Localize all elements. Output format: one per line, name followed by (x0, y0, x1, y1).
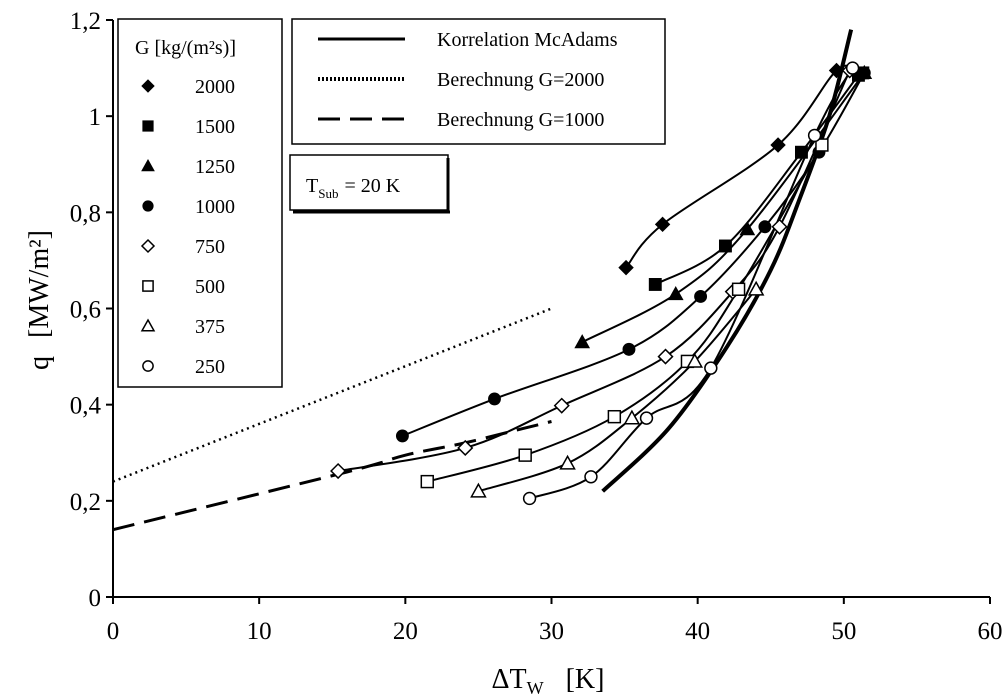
legend-marker-1500 (142, 120, 154, 132)
x-axis-label: ΔT (492, 664, 527, 695)
legend-label-500: 500 (195, 276, 225, 298)
marker-1500 (718, 239, 732, 253)
marker-1000 (488, 392, 501, 406)
line-dotted (112, 307, 552, 483)
legend-marker-500 (142, 280, 154, 292)
marker-375 (470, 482, 487, 498)
y-tick-label: 0,2 (70, 489, 101, 516)
legend-marker-2000 (141, 79, 155, 93)
x-tick-label: 20 (393, 618, 418, 645)
legend-marker-1000 (142, 200, 154, 212)
x-ticks: 0 10 20 30 40 50 60 (107, 597, 1003, 645)
x-tick-label: 50 (831, 618, 856, 645)
legend-label-1250: 1250 (195, 156, 235, 178)
marker-2000 (770, 137, 786, 153)
y-ticks: 0 0,2 0,4 0,6 0,8 1 1,2 (70, 8, 113, 612)
legend-line-label: Berechnung G=2000 (437, 69, 604, 91)
marker-250 (704, 361, 718, 375)
legend-label-750: 750 (195, 236, 225, 258)
tsub-annotation: TSub = 20 K (289, 154, 450, 214)
marker-375 (686, 352, 704, 368)
marker-1000 (857, 66, 871, 80)
marker-750 (771, 218, 788, 235)
marker-2000 (618, 259, 634, 276)
x-tick-label: 0 (107, 618, 120, 645)
legend-line-label: Korrelation McAdams (437, 29, 618, 51)
plot-markers (330, 61, 873, 506)
y-axis-label: q (24, 356, 55, 370)
marker-250 (807, 128, 822, 143)
marker-500 (607, 409, 622, 424)
tsub-prefix: T (306, 175, 318, 197)
marker-375 (747, 280, 765, 296)
marker-250 (845, 61, 860, 75)
marker-2000 (828, 62, 845, 79)
line-dashed (112, 420, 552, 532)
series-curve-500 (426, 144, 823, 483)
marker-1250 (739, 221, 756, 236)
marker-legend-title: G [kg/(m²s)] (135, 37, 236, 59)
marker-1000 (622, 342, 636, 356)
legend-marker-750 (140, 238, 156, 254)
x-axis-label-sub: W (527, 678, 544, 698)
series-curve-1250 (581, 72, 866, 344)
line-solid (601, 29, 854, 493)
legend-label-1500: 1500 (195, 116, 235, 138)
marker-2000 (654, 216, 671, 233)
marker-1000 (395, 429, 409, 443)
marker-250 (639, 411, 654, 425)
marker-750 (657, 348, 674, 365)
y-axis-title: q [MW/m²] (24, 230, 55, 370)
x-tick-label: 40 (685, 618, 710, 645)
marker-250 (522, 491, 537, 506)
marker-375 (623, 409, 641, 425)
legend-label-1000: 1000 (195, 196, 235, 218)
marker-1500 (794, 145, 808, 159)
tsub-sub: Sub (318, 186, 338, 201)
marker-1250 (574, 334, 591, 349)
marker-500 (518, 448, 532, 462)
legend-line-label: Berechnung G=1000 (437, 109, 604, 131)
x-axis-unit: [K] (566, 664, 605, 695)
marker-500 (420, 474, 434, 489)
marker-1250 (667, 286, 684, 301)
marker-1000 (694, 290, 708, 303)
marker-1500 (648, 278, 662, 291)
marker-500 (815, 138, 829, 152)
y-tick-label: 0,8 (70, 200, 101, 227)
marker-500 (731, 282, 746, 296)
legend-label-2000: 2000 (195, 76, 235, 98)
y-tick-label: 0,4 (70, 393, 102, 420)
line-legend: Korrelation McAdams Berechnung G=2000 Bere… (291, 18, 666, 145)
legend-label-375: 375 (195, 316, 225, 338)
y-axis-unit: [MW/m²] (24, 230, 55, 338)
marker-375 (559, 454, 576, 470)
marker-legend: G [kg/(m²s)] 2000 1500 1250 1000 750 500 375 25… (117, 18, 283, 388)
svg-text:TSub= 20 K: TSub = 20 K (306, 175, 401, 201)
y-tick-label: 0 (89, 585, 102, 612)
y-tick-label: 1 (89, 104, 102, 131)
legend-marker-375 (140, 318, 156, 332)
y-tick-label: 0,6 (70, 297, 101, 324)
legend-marker-250 (142, 360, 154, 372)
legend-marker-1250 (141, 158, 155, 172)
x-tick-label: 30 (539, 618, 564, 645)
x-tick-label: 60 (978, 618, 1003, 645)
y-tick-label: 1,2 (70, 8, 101, 35)
x-tick-label: 10 (247, 618, 272, 645)
marker-750 (553, 397, 570, 414)
marker-250 (584, 470, 598, 484)
legend-label-250: 250 (195, 356, 225, 378)
marker-750 (457, 439, 474, 457)
x-axis-title: ΔTW [K] (492, 664, 605, 698)
marker-1000 (758, 220, 772, 234)
marker-750 (330, 462, 347, 480)
tsub-value: = 20 K (344, 175, 400, 197)
